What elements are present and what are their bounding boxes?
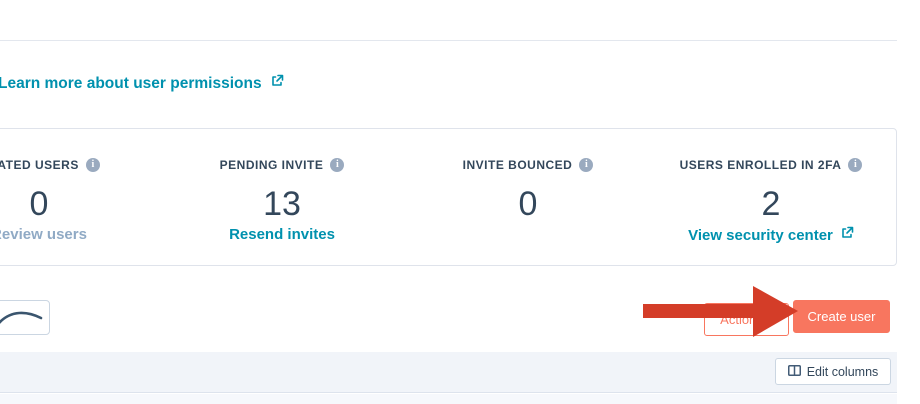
edit-columns-label: Edit columns bbox=[806, 364, 879, 379]
user-stats-card: TIVATED USERS i 0 Review users PENDING I… bbox=[0, 128, 897, 266]
tab-strip-divider bbox=[0, 40, 897, 41]
stat-value: 0 bbox=[29, 185, 49, 223]
stat-deactivated-users: TIVATED USERS i 0 Review users bbox=[0, 129, 169, 265]
create-user-button-label: Create user bbox=[807, 309, 876, 324]
actions-button[interactable]: Actions ▾ bbox=[704, 303, 789, 336]
stat-label: TIVATED USERS bbox=[0, 157, 79, 172]
stat-label: PENDING INVITE bbox=[219, 157, 324, 172]
stat-value: 2 bbox=[761, 185, 781, 223]
columns-icon bbox=[787, 364, 801, 379]
stat-value: 0 bbox=[518, 185, 538, 223]
review-users-link[interactable]: Review users bbox=[0, 226, 87, 243]
table-header-bar bbox=[0, 352, 897, 393]
stat-invite-bounced: INVITE BOUNCED i 0 bbox=[398, 129, 658, 265]
stat-pending-invite: PENDING INVITE i 13 Resend invites bbox=[152, 129, 412, 265]
info-icon[interactable]: i bbox=[848, 157, 863, 172]
learn-more-link-label: Learn more about user permissions bbox=[0, 74, 262, 92]
info-icon[interactable]: i bbox=[330, 157, 345, 172]
create-user-button[interactable]: Create user bbox=[793, 300, 890, 333]
caret-down-icon: ▾ bbox=[767, 313, 773, 325]
stat-label: USERS ENROLLED IN 2FA bbox=[679, 157, 842, 172]
stat-label: INVITE BOUNCED bbox=[462, 157, 573, 172]
learn-more-link[interactable]: Learn more about user permissions bbox=[0, 74, 284, 93]
info-icon[interactable]: i bbox=[579, 157, 594, 172]
external-link-icon bbox=[840, 226, 854, 244]
actions-button-label: Actions bbox=[720, 312, 763, 327]
edit-columns-button[interactable]: Edit columns bbox=[775, 358, 891, 385]
partial-control-cropped[interactable] bbox=[0, 300, 50, 335]
view-security-center-link[interactable]: View security center bbox=[688, 226, 854, 244]
info-icon[interactable]: i bbox=[85, 157, 100, 172]
arc-glyph bbox=[0, 311, 43, 324]
table-row-strip bbox=[0, 394, 897, 404]
stat-users-enrolled-2fa: USERS ENROLLED IN 2FA i 2 View security … bbox=[641, 129, 896, 265]
resend-invites-link[interactable]: Resend invites bbox=[229, 226, 335, 243]
stat-value: 13 bbox=[263, 185, 301, 223]
external-link-icon bbox=[270, 74, 284, 93]
